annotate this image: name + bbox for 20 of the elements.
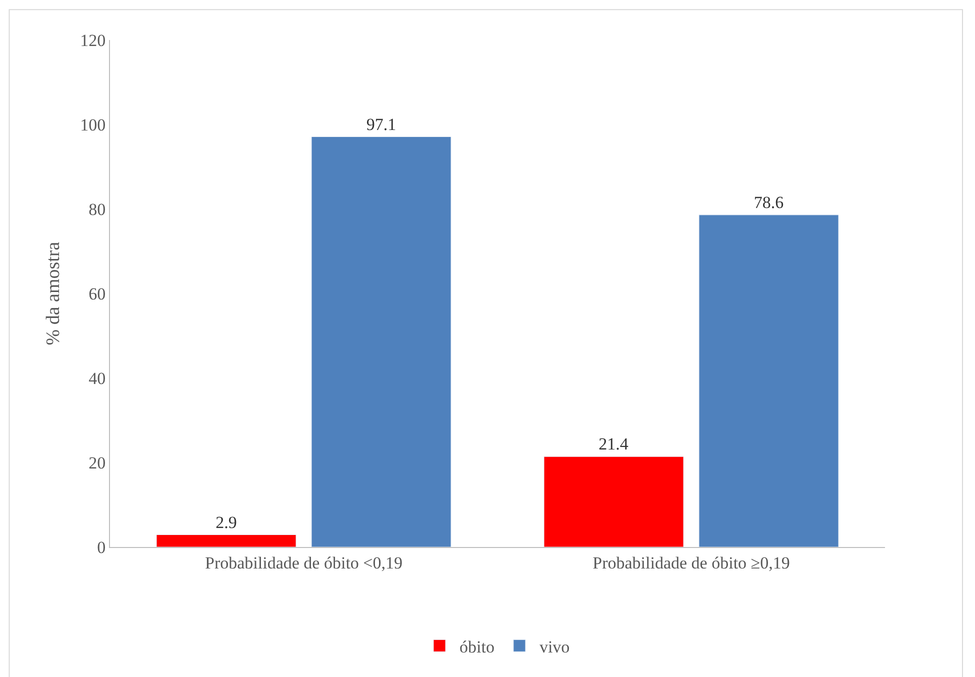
y-tick-label: 0 (97, 538, 106, 557)
legend-label: vivo (539, 637, 570, 656)
x-tick-label: Probabilidade de óbito <0,19 (204, 553, 403, 572)
bar (311, 136, 452, 547)
x-tick-label: Probabilidade de óbito ≥0,19 (592, 553, 790, 572)
bar (698, 214, 839, 547)
data-label: 97.1 (366, 114, 396, 134)
y-tick-label: 20 (88, 453, 106, 472)
bar (544, 456, 684, 547)
y-tick-label: 40 (88, 368, 106, 388)
y-tick-label: 100 (80, 115, 106, 134)
y-tick-label: 120 (80, 30, 106, 50)
legend-label: óbito (460, 637, 494, 656)
y-tick-label: 80 (88, 200, 106, 219)
y-axis-title: % da amostra (42, 241, 64, 346)
data-label: 21.4 (598, 434, 629, 454)
y-tick-label: 60 (88, 284, 106, 304)
bar (156, 534, 296, 547)
data-label: 78.6 (754, 192, 784, 212)
data-label: 2.9 (216, 512, 237, 532)
